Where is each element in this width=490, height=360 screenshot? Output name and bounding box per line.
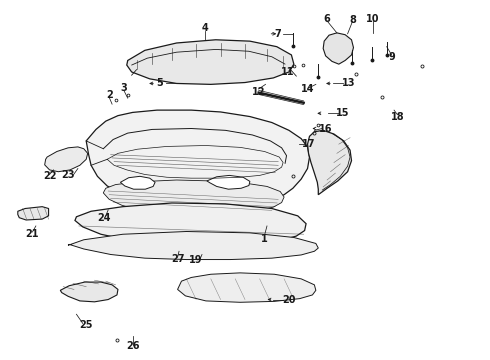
Text: 3: 3: [121, 83, 127, 93]
Polygon shape: [75, 203, 306, 244]
Text: 16: 16: [319, 123, 332, 134]
Polygon shape: [323, 33, 353, 64]
Text: 27: 27: [171, 254, 184, 264]
Text: 20: 20: [282, 294, 296, 305]
Text: 23: 23: [61, 170, 75, 180]
Text: 2: 2: [106, 90, 113, 100]
Text: 10: 10: [366, 14, 380, 24]
Polygon shape: [45, 147, 88, 172]
Polygon shape: [103, 180, 284, 215]
Polygon shape: [127, 40, 294, 84]
Text: 14: 14: [301, 84, 314, 94]
Text: 19: 19: [190, 256, 203, 265]
Polygon shape: [207, 175, 250, 189]
Text: 26: 26: [126, 341, 139, 351]
Polygon shape: [308, 130, 351, 195]
Polygon shape: [86, 110, 310, 208]
Text: 22: 22: [43, 171, 56, 181]
Text: 5: 5: [156, 78, 163, 89]
Polygon shape: [121, 176, 155, 189]
Text: 11: 11: [281, 67, 295, 77]
Text: 9: 9: [388, 52, 395, 62]
Polygon shape: [177, 273, 316, 302]
Text: 8: 8: [349, 15, 356, 25]
Text: 4: 4: [201, 23, 208, 33]
Text: 1: 1: [261, 234, 268, 244]
Text: 24: 24: [98, 213, 111, 223]
Text: 13: 13: [342, 78, 355, 89]
Text: 7: 7: [275, 29, 282, 39]
Text: 17: 17: [302, 139, 315, 149]
Polygon shape: [60, 282, 118, 302]
Polygon shape: [68, 231, 318, 260]
Text: 18: 18: [391, 112, 404, 122]
Text: 15: 15: [336, 108, 349, 118]
Text: 25: 25: [79, 320, 93, 330]
Text: 6: 6: [324, 14, 330, 24]
Polygon shape: [18, 207, 49, 220]
Text: 12: 12: [252, 87, 266, 97]
Text: 21: 21: [25, 229, 39, 239]
